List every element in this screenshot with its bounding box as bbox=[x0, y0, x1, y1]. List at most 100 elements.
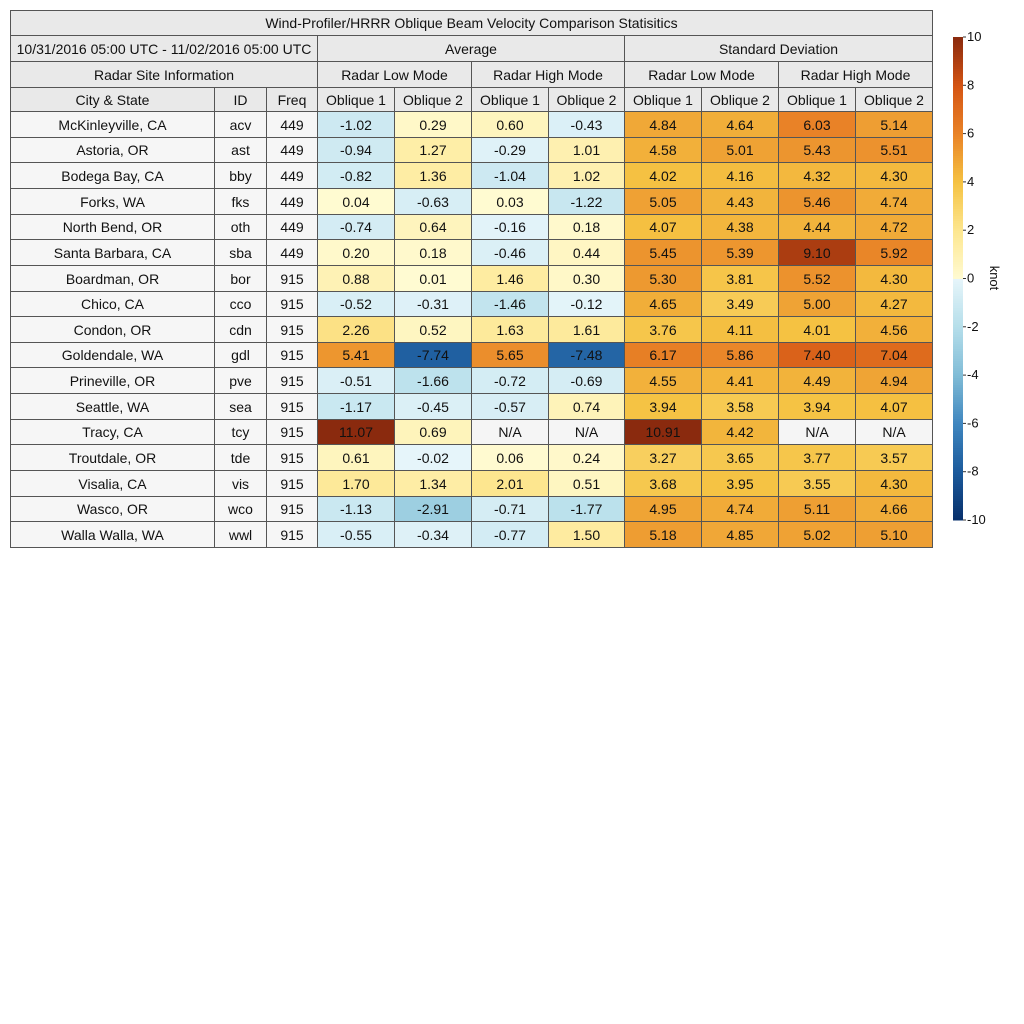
colorbar-step bbox=[953, 302, 963, 306]
site-cell: 449 bbox=[266, 239, 318, 266]
site-cell: wco bbox=[214, 496, 267, 522]
value-cell: 4.43 bbox=[701, 188, 779, 215]
mode-header: Radar High Mode bbox=[471, 61, 625, 88]
colorbar-step bbox=[953, 37, 963, 40]
colorbar-step bbox=[953, 44, 963, 48]
value-cell: -0.43 bbox=[548, 111, 625, 138]
site-cell: 915 bbox=[266, 496, 318, 522]
value-cell: -0.72 bbox=[471, 367, 549, 394]
value-cell: 10.91 bbox=[624, 419, 702, 445]
colorbar-step bbox=[953, 292, 963, 296]
colorbar-step bbox=[953, 131, 963, 135]
colorbar-step bbox=[953, 449, 963, 453]
colorbar-step bbox=[953, 462, 963, 465]
value-cell: 6.03 bbox=[778, 111, 856, 138]
value-cell: 0.44 bbox=[548, 239, 625, 266]
value-cell: 4.07 bbox=[624, 214, 702, 240]
value-cell: -0.82 bbox=[317, 162, 395, 189]
value-cell: 4.74 bbox=[701, 496, 779, 522]
value-cell: 5.14 bbox=[855, 111, 933, 138]
colorbar-step bbox=[953, 218, 963, 222]
colorbar-step bbox=[953, 454, 963, 458]
colorbar-step bbox=[953, 123, 963, 127]
value-cell: 5.00 bbox=[778, 291, 856, 317]
colorbar-step bbox=[953, 189, 963, 193]
colorbar-tick-label: -4 bbox=[967, 367, 979, 382]
colorbar-step bbox=[953, 235, 963, 238]
colorbar-step bbox=[953, 406, 963, 410]
value-cell: -1.17 bbox=[317, 393, 395, 420]
value-cell: 4.94 bbox=[855, 367, 933, 394]
site-cell: 449 bbox=[266, 162, 318, 189]
colorbar-step bbox=[953, 184, 963, 188]
colorbar-step bbox=[953, 334, 963, 337]
colorbar-step bbox=[953, 213, 963, 217]
site-cell: Visalia, CA bbox=[10, 470, 215, 497]
value-cell: N/A bbox=[778, 419, 856, 445]
colorbar: 10 8 6 4 2 0 -2 -4 -6 -8 -10 knot bbox=[953, 29, 1002, 527]
value-cell: -0.55 bbox=[317, 521, 395, 548]
colorbar-step bbox=[953, 503, 963, 507]
value-cell: -7.74 bbox=[394, 342, 472, 368]
value-cell: 0.30 bbox=[548, 265, 625, 292]
colorbar-step bbox=[953, 447, 963, 451]
colorbar-step bbox=[953, 493, 963, 497]
colorbar-step bbox=[953, 215, 963, 219]
value-cell: -0.31 bbox=[394, 291, 472, 317]
colorbar-step bbox=[953, 343, 963, 347]
value-cell: 1.70 bbox=[317, 470, 395, 497]
colorbar-step bbox=[953, 360, 963, 364]
colorbar-step bbox=[953, 259, 963, 263]
colorbar-step bbox=[953, 210, 963, 214]
colorbar-step bbox=[953, 478, 963, 482]
colorbar-step bbox=[953, 251, 963, 255]
colorbar-step bbox=[953, 280, 963, 284]
site-header: Radar Site Information bbox=[10, 61, 318, 88]
site-cell: Wasco, OR bbox=[10, 496, 215, 522]
site-cell: Tracy, CA bbox=[10, 419, 215, 445]
colorbar-step bbox=[953, 305, 963, 308]
colorbar-step bbox=[953, 365, 963, 369]
colorbar-step bbox=[953, 97, 963, 101]
colorbar-step bbox=[953, 329, 963, 333]
colorbar-step bbox=[953, 256, 963, 260]
colorbar-step bbox=[953, 314, 963, 318]
colorbar-step bbox=[953, 423, 963, 427]
mode-header: Radar Low Mode bbox=[624, 61, 779, 88]
colorbar-step bbox=[953, 483, 963, 487]
colorbar-step bbox=[953, 56, 963, 60]
column-header: ID bbox=[214, 87, 267, 112]
colorbar-step bbox=[953, 290, 963, 294]
column-header: Oblique 2 bbox=[701, 87, 779, 112]
site-cell: 449 bbox=[266, 111, 318, 138]
colorbar-step bbox=[953, 394, 963, 398]
value-cell: 4.44 bbox=[778, 214, 856, 240]
value-cell: 3.68 bbox=[624, 470, 702, 497]
value-cell: 5.39 bbox=[701, 239, 779, 266]
colorbar-step bbox=[953, 46, 963, 50]
colorbar-step bbox=[953, 321, 963, 325]
colorbar-step bbox=[953, 181, 963, 185]
colorbar-step bbox=[953, 375, 963, 379]
value-cell: 3.58 bbox=[701, 393, 779, 420]
value-cell: 0.64 bbox=[394, 214, 472, 240]
value-cell: 3.76 bbox=[624, 316, 702, 343]
colorbar-step bbox=[953, 227, 963, 231]
group-header: Standard Deviation bbox=[624, 35, 933, 62]
value-cell: -0.52 bbox=[317, 291, 395, 317]
value-cell: 3.55 bbox=[778, 470, 856, 497]
value-cell: 0.18 bbox=[394, 239, 472, 266]
value-cell: -0.71 bbox=[471, 496, 549, 522]
site-cell: Bodega Bay, CA bbox=[10, 162, 215, 189]
value-cell: 11.07 bbox=[317, 419, 395, 445]
value-cell: 4.64 bbox=[701, 111, 779, 138]
site-cell: 915 bbox=[266, 393, 318, 420]
value-cell: 4.66 bbox=[855, 496, 933, 522]
colorbar-step bbox=[953, 232, 963, 236]
value-cell: 1.50 bbox=[548, 521, 625, 548]
colorbar-step bbox=[953, 61, 963, 65]
colorbar-step bbox=[953, 138, 963, 142]
colorbar-tick-label: 0 bbox=[967, 271, 974, 286]
colorbar-step bbox=[953, 312, 963, 316]
colorbar-step bbox=[953, 387, 963, 391]
